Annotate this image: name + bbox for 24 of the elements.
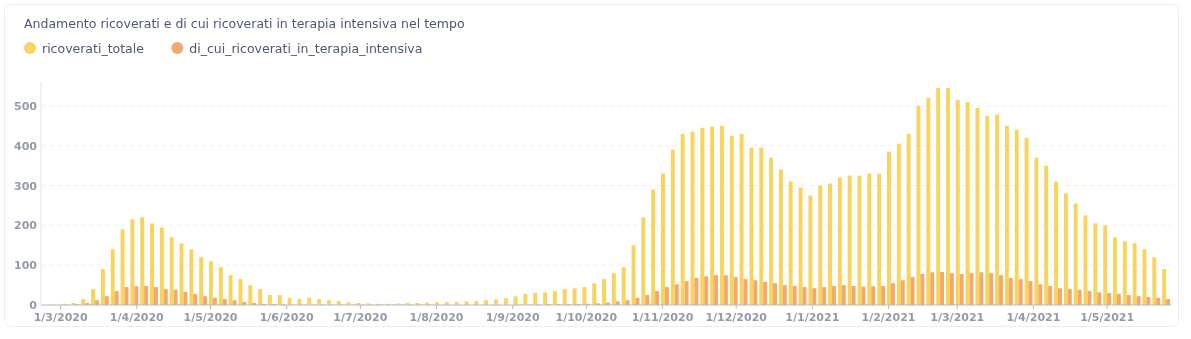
x-tick-label: 1/11/2020 bbox=[631, 311, 694, 324]
x-tick-label: 1/10/2020 bbox=[555, 311, 618, 324]
x-tick-label: 1/5/2021 bbox=[1080, 311, 1135, 324]
x-tick-label: 1/2/2021 bbox=[861, 311, 916, 324]
x-tick-label: 1/4/2020 bbox=[109, 311, 165, 324]
y-tick-label: 500 bbox=[14, 99, 38, 113]
y-tick-label: 200 bbox=[14, 219, 38, 233]
legend-label: di_cui_ricoverati_in_terapia_intensiva bbox=[189, 40, 423, 56]
legend-label: ricoverati_totale bbox=[42, 40, 145, 56]
x-tick-label: 1/3/2021 bbox=[930, 311, 985, 324]
x-tick-label: 1/12/2020 bbox=[705, 311, 768, 324]
y-tick-label: 400 bbox=[14, 139, 38, 153]
chart-title: Andamento ricoverati e di cui ricoverati in terapia intensiva nel tempo bbox=[24, 16, 465, 31]
y-tick-label: 100 bbox=[14, 259, 38, 273]
x-tick-label: 1/4/2021 bbox=[1006, 311, 1061, 324]
x-tick-label: 1/9/2020 bbox=[485, 311, 540, 324]
x-tick-label: 1/6/2020 bbox=[259, 311, 314, 324]
x-tick-label: 1/5/2020 bbox=[183, 311, 238, 324]
x-tick-label: 1/8/2020 bbox=[409, 311, 464, 324]
x-tick-label: 1/7/2020 bbox=[333, 311, 388, 324]
y-tick-label: 300 bbox=[14, 179, 38, 193]
x-tick-label: 1/1/2021 bbox=[785, 311, 840, 324]
y-tick-label: 0 bbox=[29, 299, 38, 312]
x-tick-label: 1/3/2020 bbox=[33, 311, 88, 324]
